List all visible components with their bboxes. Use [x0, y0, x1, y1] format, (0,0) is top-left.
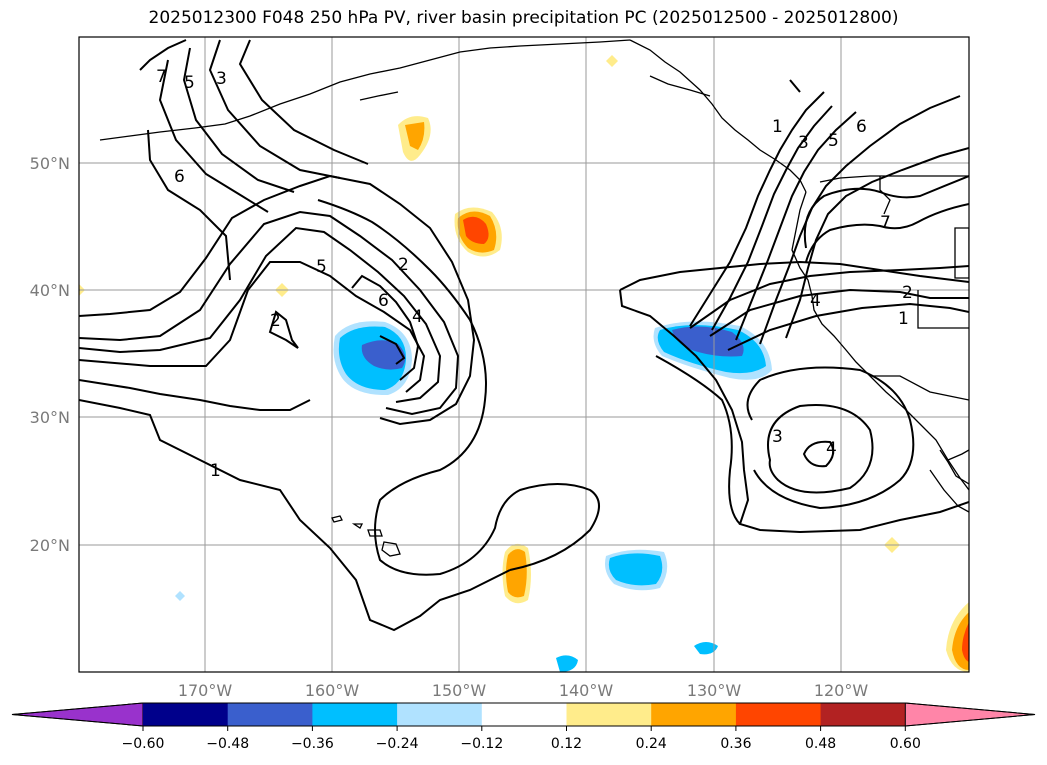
contour-label: 6	[856, 117, 867, 137]
map-frame	[78, 36, 970, 673]
contour-label: 1	[772, 117, 783, 137]
contour-label: 4	[810, 291, 821, 311]
anomaly-negative-dot	[175, 591, 185, 601]
colorbar-tick-label: −0.48	[206, 736, 249, 752]
colorbar-extend-min	[11, 702, 144, 727]
lon-label: 120°W	[814, 681, 869, 700]
colorbar-tick-label: −0.24	[376, 736, 419, 752]
anomaly-positive-north	[398, 116, 431, 161]
colorbar-segment	[312, 703, 398, 726]
anomaly-positive-corner	[946, 602, 969, 672]
lat-label: 20°N	[30, 536, 70, 555]
lat-label: 50°N	[30, 154, 70, 173]
anomaly-positive-south	[502, 543, 531, 604]
contour-label: 4	[412, 307, 423, 327]
anomaly-positive-mid	[454, 207, 502, 257]
colorbar-segment	[566, 703, 652, 726]
contour-label: 3	[798, 133, 809, 153]
longitude-labels: 170°W 160°W 150°W 140°W 130°W 120°W	[178, 681, 869, 700]
colorbar-segment	[735, 703, 822, 726]
colorbar-tick-label: 0.60	[890, 736, 921, 752]
contour-label: 6	[378, 291, 389, 311]
colorbar-segment	[143, 703, 229, 726]
contour-label: 1	[210, 461, 221, 481]
precip-anomalies	[79, 55, 969, 672]
contour-label: 7	[880, 213, 891, 233]
anomaly-negative-small-1	[556, 655, 578, 672]
lon-label: 170°W	[178, 681, 233, 700]
colorbar-extend-max	[904, 702, 1036, 727]
contour-label: 3	[216, 69, 227, 89]
colorbar-tick-label: 0.36	[720, 736, 751, 752]
lon-label: 130°W	[687, 681, 742, 700]
anomaly-positive-dot-3	[606, 55, 618, 67]
anomaly-negative-east	[653, 321, 772, 380]
colorbar-segment	[227, 703, 313, 726]
contour-label: 2	[270, 311, 281, 331]
lon-label: 150°W	[432, 681, 487, 700]
contour-label: 7	[156, 67, 167, 87]
contour-label: 3	[772, 427, 783, 447]
anomaly-negative-south	[605, 549, 668, 591]
colorbar-segment	[651, 703, 737, 726]
map-title: 2025012300 F048 250 hPa PV, river basin …	[148, 8, 899, 28]
map-panel: 1 2 2 4 5 6 6 7 5 3 1 3 5 6 7 4 2 1 3 4	[79, 37, 969, 672]
contour-label: 2	[902, 283, 913, 303]
anomaly-negative-west	[333, 321, 412, 396]
lon-label: 160°W	[305, 681, 360, 700]
colorbar-tick-label: 0.24	[636, 736, 667, 752]
colorbar-segment	[820, 703, 906, 726]
lat-label: 30°N	[30, 408, 70, 427]
lon-label: 140°W	[559, 681, 614, 700]
pv-contours	[79, 39, 969, 632]
contour-label: 5	[828, 131, 839, 151]
anomaly-negative-small-2	[694, 642, 718, 655]
colorbar-segment	[481, 703, 567, 726]
contour-label: 4	[826, 439, 837, 459]
colorbar-tick-label: −0.36	[291, 736, 334, 752]
colorbar-segment	[397, 703, 483, 726]
contour-label: 2	[398, 255, 409, 275]
lat-label: 40°N	[30, 281, 70, 300]
colorbar-tick-label: −0.12	[460, 736, 503, 752]
contour-label: 6	[174, 167, 185, 187]
colorbar-tick-label: −0.60	[122, 736, 165, 752]
colorbar: −0.60 −0.48 −0.36 −0.24 −0.12 0.12 0.24 0.36 0.4…	[11, 702, 1036, 752]
colorbar-tick-label: 0.12	[551, 736, 582, 752]
colorbar-tick-label: 0.48	[805, 736, 836, 752]
graticule	[79, 37, 969, 672]
contour-label: 5	[184, 73, 195, 93]
latitude-labels: 50°N 40°N 30°N 20°N	[30, 154, 70, 555]
contour-label: 1	[898, 309, 909, 329]
contour-label: 5	[316, 257, 327, 277]
pv-contour-labels: 1 2 2 4 5 6 6 7 5 3 1 3 5 6 7 4 2 1 3 4	[156, 67, 913, 481]
